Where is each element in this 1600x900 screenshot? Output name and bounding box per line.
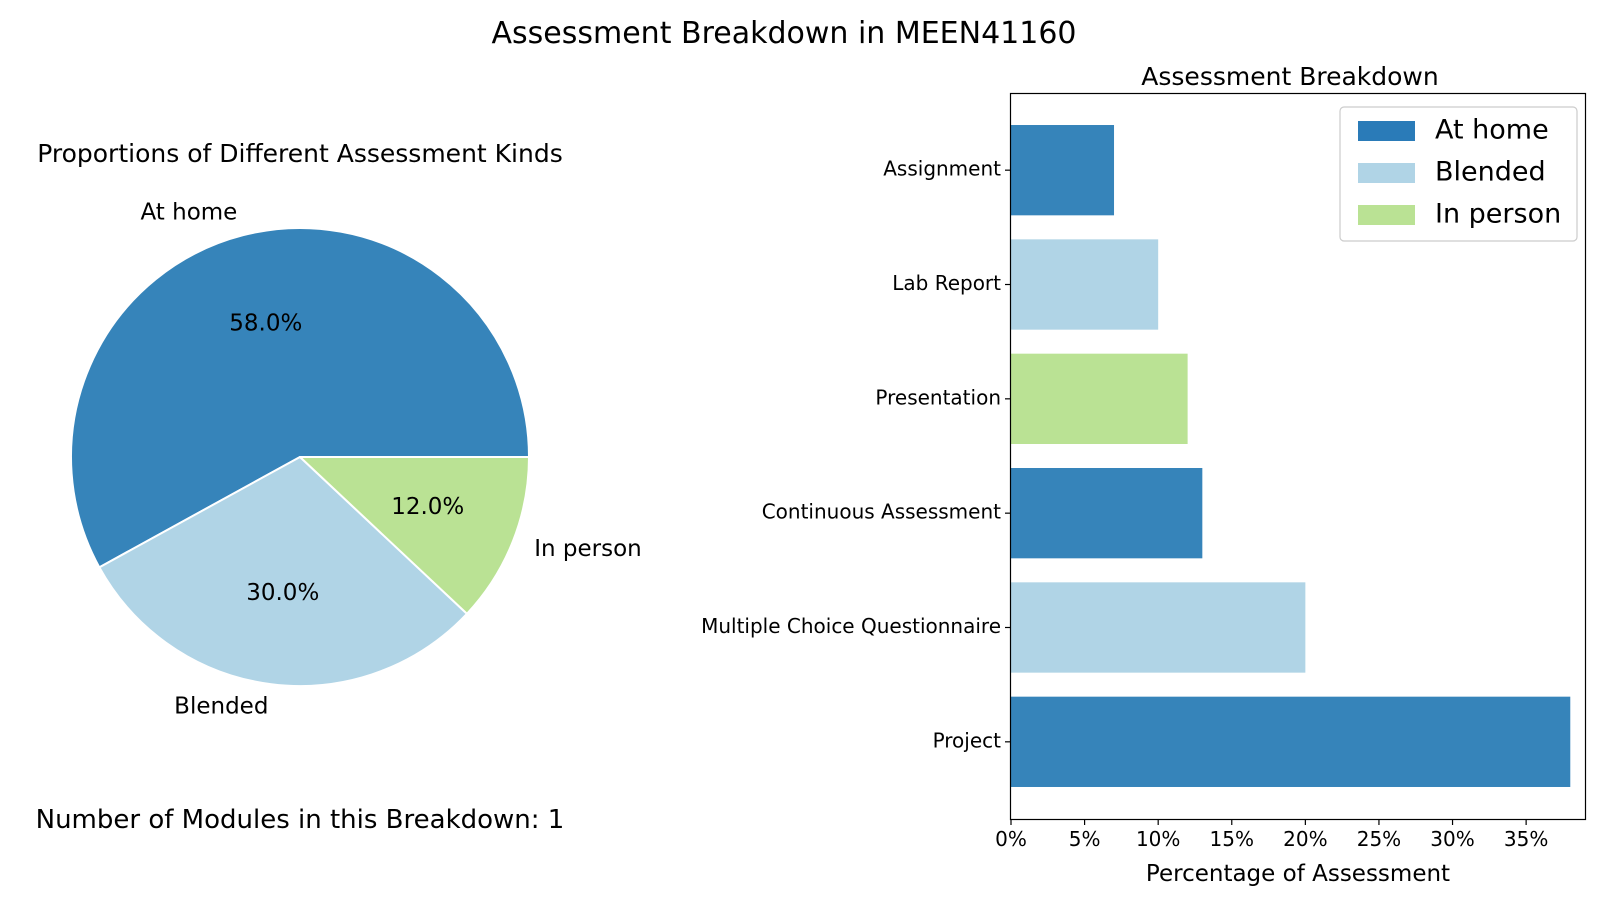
legend-label-blended: Blended [1435, 157, 1546, 188]
pie-labels: 58.0% At home 30.0% Blended 12.0% In person [140, 200, 641, 720]
legend-swatch-blended [1358, 163, 1415, 183]
pie-slices [70, 227, 530, 687]
pie-title: Proportions of Different Assessment Kind… [37, 139, 563, 168]
x-tick-label: 20% [1283, 827, 1327, 851]
x-tick-label: 15% [1210, 827, 1254, 851]
pie-slice-at-home [70, 227, 530, 569]
x-tick-label: 30% [1430, 827, 1474, 851]
y-tick-label-continuous-assessment: Continuous Assessment [762, 500, 1001, 524]
pie-slice-label-blended: Blended [174, 693, 268, 719]
y-tick-label-assignment: Assignment [883, 157, 1001, 181]
bar-project [1011, 696, 1571, 787]
pie-pct-label-in-person: 12.0% [391, 494, 464, 520]
bars [1011, 125, 1571, 787]
pie-pct-label-at-home: 58.0% [229, 310, 302, 336]
pie-slice-in-person [299, 456, 530, 615]
bar-chart-title: Assessment Breakdown [1141, 62, 1438, 91]
pie-pct-label-blended: 30.0% [246, 580, 319, 606]
legend-swatch-in-person [1358, 205, 1415, 225]
x-tick-label: 35% [1504, 827, 1548, 851]
pie-slice-label-in-person: In person [534, 536, 642, 562]
x-axis: 0% 5% 10% 15% 20% 25% 30% 35% [995, 819, 1548, 851]
bar-continuous-assessment [1011, 468, 1203, 559]
y-tick-label-project: Project [933, 728, 1002, 752]
x-tick-label: 0% [995, 827, 1027, 851]
figure-title: Assessment Breakdown in MEEN41160 [492, 16, 1077, 51]
legend-entries: At home Blended In person [1358, 115, 1561, 230]
legend-label-at-home: At home [1435, 115, 1549, 146]
x-tick-label: 10% [1136, 827, 1180, 851]
y-tick-label-presentation: Presentation [875, 385, 1001, 409]
x-tick-label: 25% [1357, 827, 1401, 851]
pie-slice-label-at-home: At home [140, 200, 237, 226]
bar-multiple-choice-questionnaire [1011, 582, 1306, 673]
x-tick-label: 5% [1069, 827, 1101, 851]
bar-lab-report [1011, 239, 1159, 330]
bar-assignment [1011, 125, 1115, 216]
bar-presentation [1011, 353, 1188, 444]
pie-chart: Proportions of Different Assessment Kind… [37, 139, 641, 719]
plot-frame [1009, 92, 1587, 821]
x-axis-label: Percentage of Assessment [1146, 861, 1450, 887]
legend-swatch-at-home [1358, 121, 1415, 141]
legend-label-in-person: In person [1435, 199, 1561, 230]
legend: At home Blended In person [1339, 106, 1578, 242]
y-tick-label-lab-report: Lab Report [892, 271, 1001, 295]
modules-count-note: Number of Modules in this Breakdown: 1 [36, 805, 565, 835]
y-axis: Assignment Lab Report Presentation Continuo… [701, 157, 1011, 752]
pie-slice-blended [98, 456, 468, 687]
bar-chart: Assessment Breakdown Assignment Lab Repor… [701, 62, 1587, 887]
y-tick-label-multiple-choice-questionnaire: Multiple Choice Questionnaire [701, 614, 1001, 638]
